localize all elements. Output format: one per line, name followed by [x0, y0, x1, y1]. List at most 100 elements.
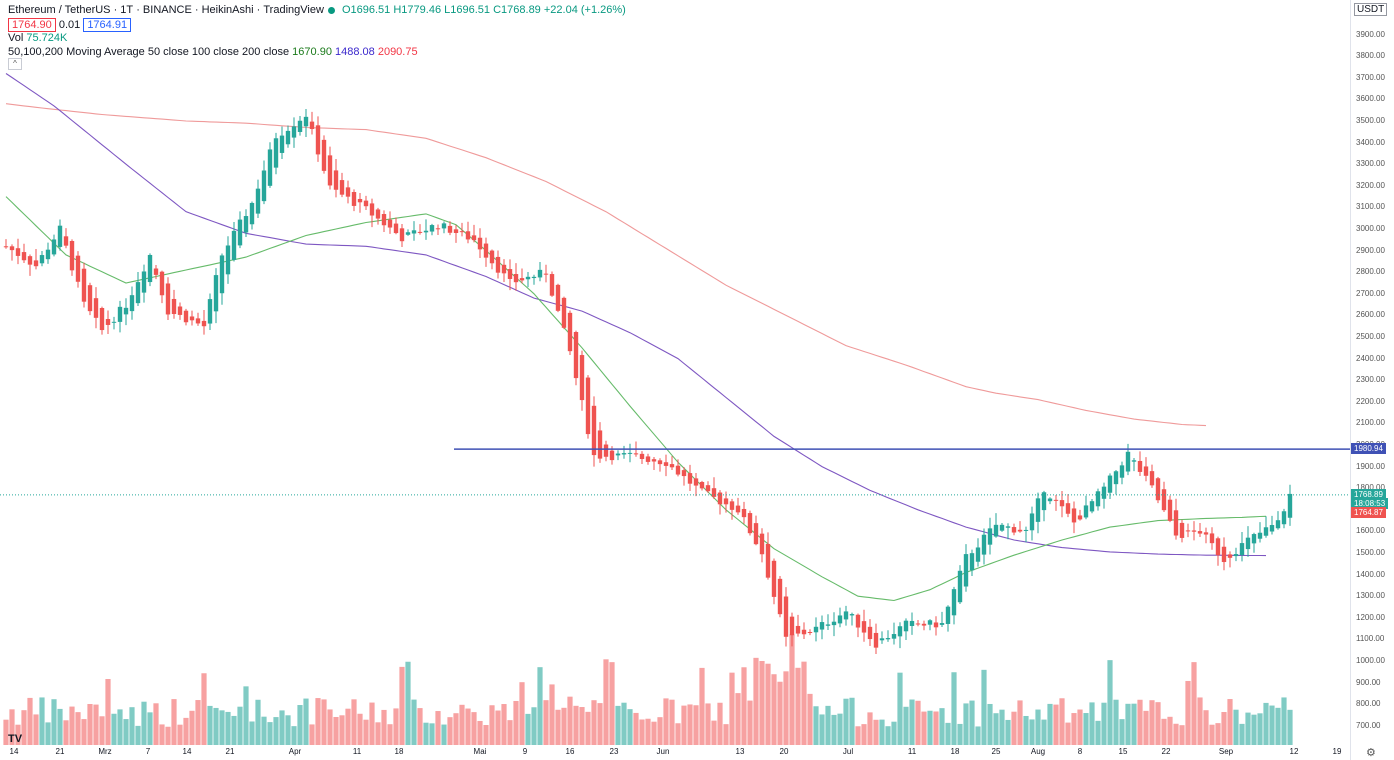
volume-bar — [315, 698, 321, 745]
candle — [855, 613, 861, 638]
price-tick: 1000.00 — [1356, 656, 1385, 665]
volume-bar — [9, 709, 15, 745]
volume-bar — [855, 726, 861, 745]
symbol-name[interactable]: Ethereum / TetherUS — [8, 4, 111, 16]
candle — [1005, 523, 1011, 540]
volume-bar — [1155, 702, 1161, 745]
candle — [489, 249, 495, 270]
candle — [399, 223, 405, 247]
time-tick: 19 — [1332, 747, 1342, 756]
candle — [99, 306, 105, 335]
volume-bar — [687, 704, 693, 745]
volume-bar — [663, 698, 669, 745]
candle — [717, 490, 723, 515]
volume-bar — [399, 666, 405, 745]
volume-bar — [1263, 702, 1269, 745]
volume-bar — [1191, 662, 1197, 745]
candle — [819, 615, 825, 640]
price-tick: 2200.00 — [1356, 396, 1385, 406]
tradingview-logo[interactable]: TV — [8, 733, 23, 745]
candle — [333, 158, 339, 198]
candle — [1227, 551, 1233, 568]
volume-bar — [915, 700, 921, 745]
candle — [1257, 522, 1263, 543]
volume-bar — [387, 724, 393, 745]
candle — [57, 219, 63, 251]
candle — [1149, 464, 1155, 488]
volume-bar — [597, 703, 603, 745]
candle — [1155, 477, 1161, 504]
volume-bar — [405, 661, 411, 745]
time-tick: Jul — [842, 747, 854, 756]
candle — [573, 330, 579, 386]
candle — [513, 263, 519, 291]
hline-price-label: 1980.94 — [1351, 443, 1386, 455]
price-tick: 1200.00 — [1356, 612, 1385, 622]
candle — [849, 612, 855, 626]
collapse-legend-button[interactable]: ^ — [8, 58, 22, 70]
volume-bar — [159, 724, 165, 745]
candle — [771, 558, 777, 605]
price-axis[interactable]: 700.00 800.00 900.00 1000.00 1100.00 1200.00 1… — [1350, 0, 1394, 760]
ohlc-high: H1779.46 — [393, 4, 442, 16]
volume-bar — [321, 699, 327, 745]
candle — [363, 195, 369, 210]
price-tick: 2400.00 — [1356, 353, 1385, 363]
volume-bar — [333, 716, 339, 745]
volume-legend[interactable]: Vol 75.724K — [8, 32, 67, 44]
candle — [243, 209, 249, 237]
candle — [339, 172, 345, 198]
candle — [483, 237, 489, 267]
volume-bar — [3, 719, 9, 745]
volume-bar — [819, 714, 825, 745]
candle — [639, 451, 645, 464]
candle — [543, 264, 549, 283]
candle — [777, 575, 783, 618]
volume-bar — [471, 712, 477, 745]
volume-bar — [1197, 697, 1203, 745]
buy-price-button[interactable]: 1764.91 — [83, 18, 132, 32]
candle — [291, 117, 297, 148]
candle — [225, 236, 231, 284]
currency-label[interactable]: USDT — [1354, 3, 1388, 16]
price-tick: 700.00 — [1356, 720, 1381, 730]
gear-icon[interactable]: ⚙ — [1366, 747, 1376, 759]
price-tick: 3200.00 — [1356, 180, 1385, 190]
candle — [837, 607, 843, 628]
price-tick: 2600.00 — [1356, 310, 1385, 320]
candle — [741, 501, 747, 524]
volume-bar — [741, 667, 747, 745]
volume-bar — [1281, 697, 1287, 745]
time-tick: 25 — [991, 747, 1001, 756]
volume-bar — [861, 724, 867, 745]
volume-bar — [357, 713, 363, 745]
price-tick: 900.00 — [1356, 677, 1381, 687]
candle — [39, 250, 45, 267]
volume-bar — [537, 667, 543, 745]
volume-bar — [267, 722, 273, 745]
volume-bar — [105, 678, 111, 745]
time-tick: 9 — [522, 747, 528, 756]
candle — [261, 160, 267, 205]
candle — [945, 605, 951, 632]
price-chart[interactable] — [0, 0, 1350, 760]
price-tick: 1400.00 — [1356, 569, 1385, 579]
candle — [51, 234, 57, 257]
volume-bar — [261, 716, 267, 745]
candle — [1203, 527, 1209, 544]
last-price-label: 1768.89 — [1351, 488, 1386, 500]
sell-price-button[interactable]: 1764.90 — [8, 18, 56, 32]
ma-legend[interactable]: 50,100,200 Moving Average 50 close 100 c… — [8, 46, 418, 58]
candle — [165, 277, 171, 321]
volume-bar — [15, 724, 21, 745]
candle — [927, 619, 933, 631]
volume-bar — [1011, 711, 1017, 745]
symbol-legend[interactable]: Ethereum / TetherUS · 1T · BINANCE · Hei… — [8, 4, 626, 16]
candle — [1173, 498, 1179, 540]
interval[interactable]: 1T — [120, 4, 134, 16]
candle — [1029, 506, 1035, 541]
ma100-value: 1488.08 — [335, 46, 375, 58]
volume-bar — [645, 718, 651, 745]
candle — [759, 528, 765, 563]
volume-bar — [1047, 703, 1053, 745]
